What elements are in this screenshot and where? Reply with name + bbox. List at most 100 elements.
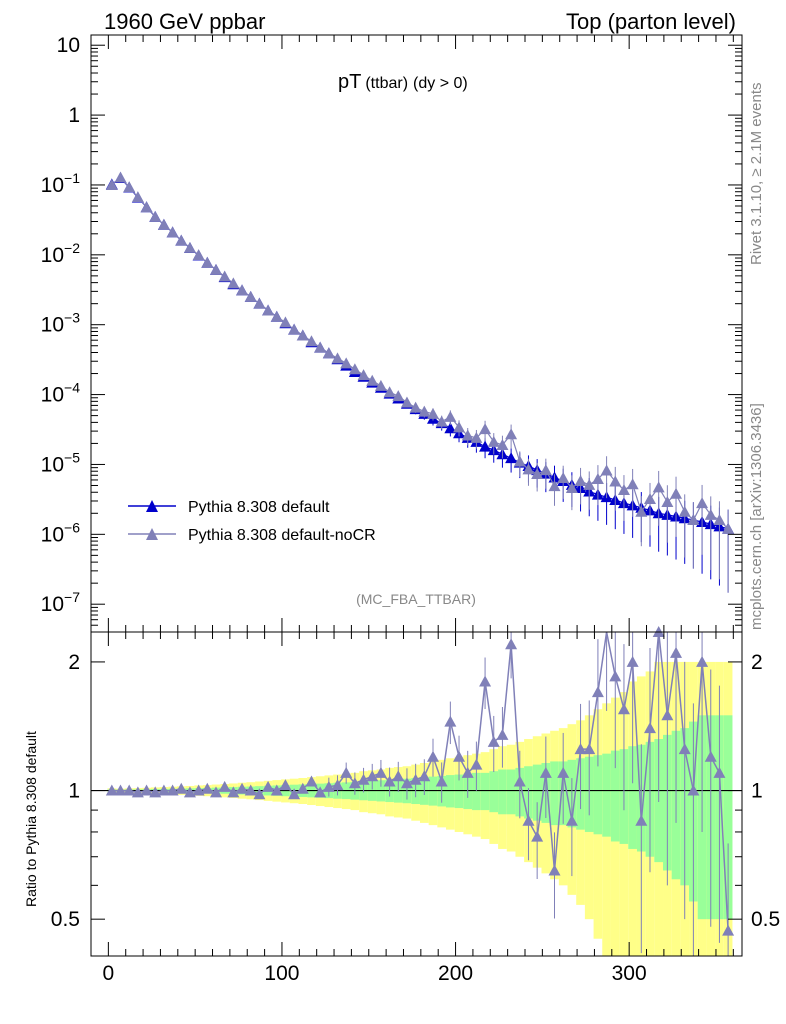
- ratio-point: [322, 780, 335, 792]
- ratio-point: [531, 830, 544, 842]
- ratio-point: [704, 750, 717, 762]
- point-nocr: [149, 210, 162, 222]
- legend-label-nocr: Pythia 8.308 default-noCR: [188, 527, 376, 544]
- ratio-point: [548, 864, 561, 876]
- ratio-point: [340, 766, 353, 778]
- point-nocr: [565, 482, 578, 494]
- band-inner: [480, 772, 490, 811]
- ratio-point: [157, 784, 170, 796]
- point-nocr: [548, 480, 561, 492]
- header-left: 1960 GeV ppbar: [104, 9, 265, 34]
- ratio-point: [218, 780, 231, 792]
- ratio-point: [722, 924, 735, 936]
- point-nocr: [331, 352, 344, 364]
- point-nocr: [531, 467, 544, 479]
- point-nocr: [262, 304, 275, 316]
- ratio-point: [123, 784, 136, 796]
- point-nocr: [288, 323, 301, 335]
- band-inner: [498, 769, 507, 815]
- point-nocr: [713, 514, 726, 526]
- legend-marker-nocr: [146, 528, 158, 540]
- ratio-point: [140, 784, 153, 796]
- point-nocr: [687, 514, 700, 526]
- ratio-point: [149, 786, 162, 798]
- point-nocr: [175, 234, 188, 246]
- ratio-point: [288, 788, 301, 800]
- point-nocr: [557, 471, 570, 483]
- point-nocr: [479, 423, 492, 435]
- y-tick-label: 10−1: [41, 170, 81, 197]
- point-nocr: [314, 341, 327, 353]
- point-nocr: [418, 405, 431, 417]
- ratio-point: [635, 814, 648, 826]
- point-nocr: [357, 369, 370, 381]
- y-tick-label: 10−2: [41, 240, 81, 267]
- y-tick-label: 10−4: [41, 380, 81, 407]
- ratio-point: [470, 758, 483, 770]
- ratio-point: [175, 782, 188, 794]
- ratio-point: [296, 782, 309, 794]
- point-nocr: [470, 431, 483, 443]
- point-nocr: [192, 249, 205, 261]
- ratio-point: [236, 782, 249, 794]
- y-tick-label: 10−6: [41, 519, 81, 546]
- point-nocr: [305, 335, 318, 347]
- ratio-point: [392, 770, 405, 782]
- y-tick-label: 10−5: [41, 449, 81, 476]
- ratio-point: [687, 784, 700, 796]
- ratio-point: [227, 786, 240, 798]
- plot-title-sub: (ttbar): [365, 75, 408, 92]
- point-nocr: [253, 297, 266, 309]
- ratio-point: [366, 770, 379, 782]
- ratio-point: [591, 686, 604, 698]
- point-nocr: [539, 464, 552, 476]
- ratio-point: [643, 722, 656, 734]
- ratio-y-tick-label: 1: [68, 780, 80, 803]
- point-nocr: [435, 415, 448, 427]
- ratio-point: [262, 780, 275, 792]
- ratio-point: [201, 782, 214, 794]
- x-tick-label: 200: [438, 962, 473, 985]
- plot-title-cut: (dy > 0): [413, 75, 468, 92]
- y-tick-label: 10−3: [41, 310, 81, 337]
- ratio-point: [670, 646, 683, 658]
- point-nocr: [340, 357, 353, 369]
- point-nocr: [626, 478, 639, 490]
- ratio-point: [444, 715, 457, 727]
- series-default-line: [111, 177, 729, 530]
- point-nocr: [591, 472, 604, 484]
- band-inner: [454, 774, 464, 809]
- point-nocr: [366, 374, 379, 386]
- ratio-point: [505, 638, 518, 650]
- ratio-point: [426, 750, 439, 762]
- point-nocr: [661, 496, 674, 508]
- point-nocr: [496, 438, 509, 450]
- ratio-point: [617, 703, 630, 715]
- point-nocr: [400, 396, 413, 408]
- point-nocr: [678, 505, 691, 517]
- point-default: [479, 440, 492, 452]
- point-nocr: [643, 493, 656, 505]
- band-inner: [723, 715, 733, 920]
- ratio-point: [713, 766, 726, 778]
- ratio-point: [183, 786, 196, 798]
- ratio-point: [696, 655, 709, 667]
- band-inner: [446, 775, 455, 808]
- point-nocr: [166, 226, 179, 238]
- point-nocr: [696, 497, 709, 509]
- ratio-y-tick-label: 2: [68, 651, 80, 674]
- ratio-point: [131, 786, 144, 798]
- ratio-point: [626, 655, 639, 667]
- point-nocr: [218, 270, 231, 282]
- ratio-point: [522, 814, 535, 826]
- x-tick-label: 100: [264, 962, 299, 985]
- point-nocr: [487, 435, 500, 447]
- ratio-point: [435, 775, 448, 787]
- point-nocr: [635, 505, 648, 517]
- point-nocr: [513, 455, 526, 467]
- ratio-y-tick-label-right: 0.5: [751, 908, 780, 931]
- point-nocr: [505, 428, 518, 440]
- point-nocr: [209, 263, 222, 275]
- ratio-point: [209, 786, 222, 798]
